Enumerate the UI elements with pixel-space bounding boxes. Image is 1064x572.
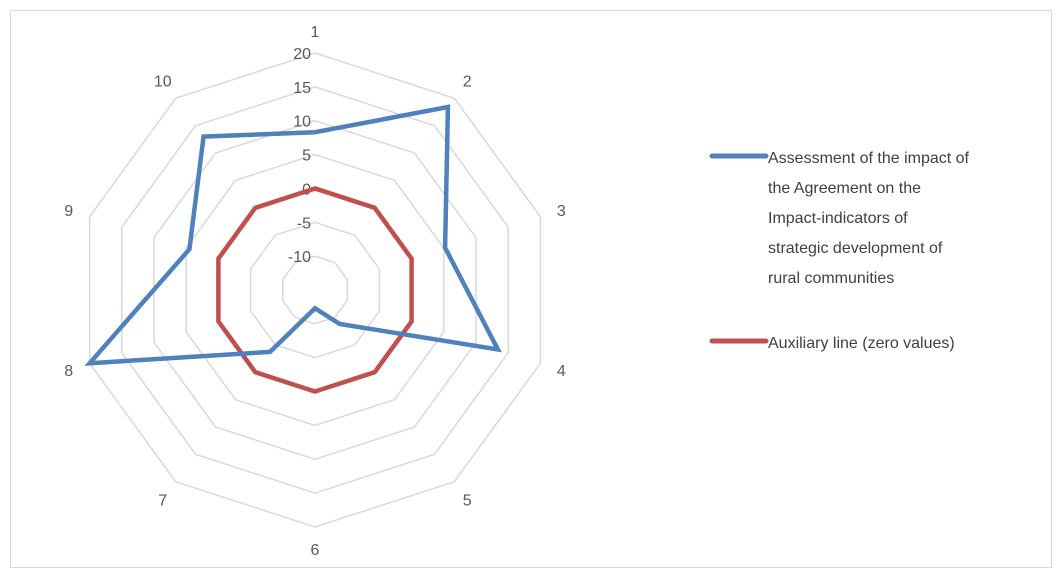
legend-label-assessment-2: the Agreement on the [768,180,921,197]
tick-label: 15 [293,80,311,97]
grid-ring [153,119,477,461]
category-label: 2 [463,73,472,90]
radar-grid [88,52,542,528]
tick-label: -5 [297,215,311,232]
category-label: 4 [557,363,566,380]
grid-ring [249,221,381,359]
legend-label-auxiliary: Auxiliary line (zero values) [768,335,955,352]
grid-ring [88,52,542,528]
series-line-auxiliary [216,186,414,394]
category-label: 10 [154,73,172,90]
category-label: 7 [158,493,167,510]
chart-area [10,10,1052,568]
category-label: 1 [311,24,320,41]
tick-label: 5 [302,148,311,165]
grid-ring [282,255,348,325]
tick-label: 20 [293,46,311,63]
series-line-assessment [84,104,502,366]
legend-label-assessment-3: Impact-indicators of [768,210,908,227]
legend-label-assessment-5: rural communities [768,270,894,287]
category-labels: 1 2 3 4 5 6 7 8 9 10 [64,24,566,559]
category-label: 9 [64,203,73,220]
category-label: 5 [463,493,472,510]
grid-ring [185,153,445,427]
category-label: 8 [64,363,73,380]
legend-label-assessment-1: Assessment of the impact of [768,150,970,167]
legend: Assessment of the impact of the Agreemen… [709,150,970,352]
tick-label: -10 [288,249,311,266]
legend-label-assessment-4: strategic development of [768,240,943,257]
series-lines [84,104,502,394]
tick-label: 10 [293,114,311,131]
category-label: 6 [311,542,320,559]
legend-entry-assessment: Assessment of the impact of the Agreemen… [709,150,970,287]
legend-entry-auxiliary: Auxiliary line (zero values) [709,335,955,352]
grid-ring [121,86,509,494]
category-label: 3 [557,203,566,220]
